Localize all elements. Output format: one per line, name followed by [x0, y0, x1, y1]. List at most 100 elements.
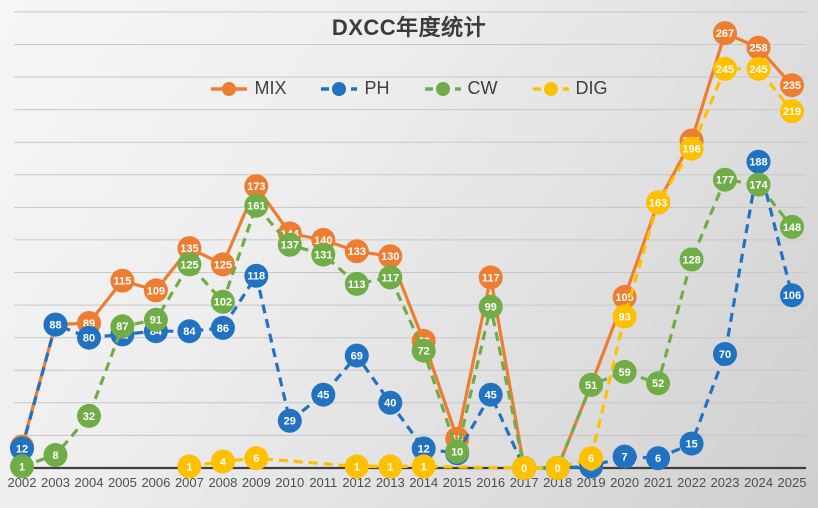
data-label: 84 [183, 326, 196, 338]
x-axis-label: 2006 [141, 475, 170, 490]
series-line-cw [21, 178, 794, 470]
cw-point-2022 [679, 247, 704, 272]
mix-point-2023 [713, 21, 737, 46]
ph-point-2025 [780, 283, 804, 308]
dig-point-2023 [713, 56, 737, 81]
data-label: 59 [618, 367, 630, 379]
legend-item-mix: MIX [210, 78, 286, 99]
legend-label-cw: CW [467, 78, 498, 98]
x-axis-label: 2011 [309, 475, 337, 490]
ph-point-2023 [713, 342, 737, 366]
data-label: 258 [749, 43, 767, 55]
data-label: 130 [381, 251, 399, 263]
mix-point-2005 [110, 268, 135, 293]
data-label: 106 [783, 290, 801, 302]
data-label: 87 [116, 321, 128, 333]
data-label: 15 [685, 438, 697, 450]
data-label: 88 [49, 319, 61, 331]
legend-dot [543, 81, 558, 96]
data-label: 45 [485, 390, 497, 402]
x-axis-label: 2012 [342, 475, 371, 490]
data-label: 1 [186, 461, 192, 473]
data-label: 105 [615, 292, 633, 304]
dig-point-2009 [244, 446, 269, 471]
cw-point-2019 [579, 372, 604, 397]
x-axis-label: 2004 [75, 475, 104, 490]
data-label: 109 [147, 285, 165, 297]
dig-point-2024 [746, 56, 771, 81]
data-label: 173 [247, 181, 265, 193]
dig-point-2013 [378, 454, 403, 479]
legend-label-mix: MIX [254, 78, 287, 98]
data-label: 32 [83, 411, 95, 423]
data-label: 128 [682, 254, 700, 266]
data-label: 245 [716, 64, 734, 76]
legend-label-ph: PH [364, 78, 390, 98]
legend-dot [332, 81, 347, 96]
data-label: 52 [652, 378, 664, 390]
legend-item-dig: DIG [532, 78, 608, 99]
mix-point-2024 [746, 35, 771, 60]
dig-line-marker-icon [532, 81, 570, 97]
data-label: 196 [682, 144, 700, 156]
data-label: 8 [52, 450, 58, 462]
cw-point-2008 [210, 289, 235, 314]
cw-point-2015 [445, 439, 470, 464]
legend-item-cw: CW [424, 78, 498, 99]
data-label: 117 [482, 272, 500, 284]
data-label: 10 [451, 447, 463, 459]
data-label: 72 [418, 346, 430, 358]
x-axis-label: 2021 [644, 475, 673, 490]
cw-point-2020 [612, 359, 637, 384]
x-axis-label: 2016 [476, 475, 505, 490]
data-label: 80 [83, 333, 95, 345]
data-label: 99 [485, 302, 497, 314]
data-label: 148 [783, 222, 801, 234]
data-label: 1 [354, 461, 360, 473]
ph-point-2020 [612, 444, 637, 469]
ph-point-2012 [344, 343, 369, 368]
ph-point-2007 [177, 319, 202, 344]
data-label: 51 [585, 380, 597, 392]
data-label: 113 [348, 279, 366, 291]
dig-point-2017 [512, 456, 537, 480]
mix-point-2025 [780, 73, 804, 98]
ph-point-2008 [210, 315, 235, 340]
x-axis-label: 2007 [175, 475, 204, 490]
dig-point-2025 [780, 99, 804, 124]
mix-point-2008 [210, 252, 235, 277]
data-label: 91 [150, 315, 162, 327]
ph-point-2004 [77, 325, 101, 350]
cw-point-2009 [244, 193, 269, 218]
ph-point-2010 [277, 408, 302, 433]
dig-point-2014 [411, 454, 436, 479]
legend-dot [435, 81, 450, 96]
x-axis-label: 2002 [8, 475, 37, 490]
dig-point-2021 [646, 190, 671, 215]
x-axis-label: 2014 [409, 475, 438, 490]
mix-point-2012 [344, 239, 369, 264]
data-label: 6 [588, 453, 594, 465]
data-label: 163 [649, 197, 667, 209]
data-label: 137 [281, 240, 299, 252]
cw-point-2007 [177, 252, 202, 277]
ph-point-2002 [10, 436, 34, 461]
x-axis-label: 2013 [376, 475, 405, 490]
ph-point-2021 [646, 446, 671, 471]
data-label: 174 [749, 179, 768, 191]
x-axis-label: 2008 [208, 475, 237, 490]
data-label: 0 [555, 463, 561, 475]
data-label: 102 [214, 297, 232, 309]
dig-point-2022 [679, 136, 704, 161]
data-label: 1 [387, 461, 393, 473]
ph-point-2022 [679, 431, 704, 456]
data-label: 177 [716, 175, 734, 187]
mix-point-2009 [244, 174, 269, 199]
x-axis-label: 2017 [510, 475, 539, 490]
data-label: 219 [783, 106, 801, 118]
dig-point-2020 [612, 304, 637, 329]
cw-point-2013 [378, 265, 403, 290]
data-label: 1 [19, 461, 25, 473]
